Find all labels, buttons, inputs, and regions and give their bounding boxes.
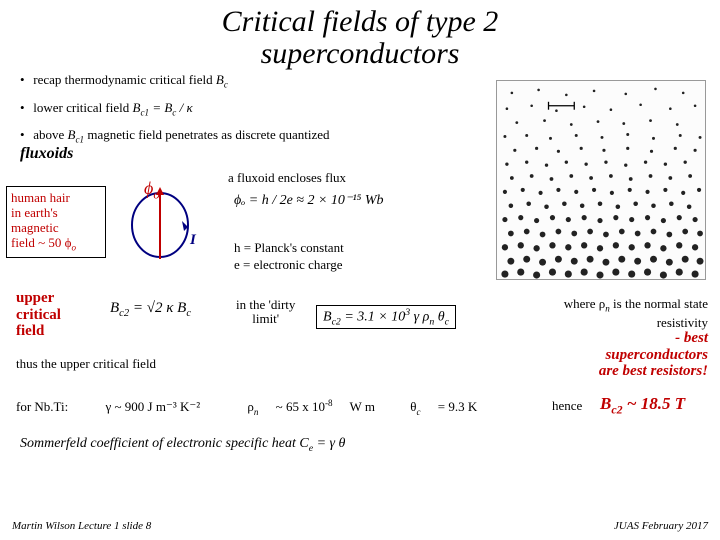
bullet3-sym: B [68,127,76,142]
bullet3-fluxoids: fluxoids [20,145,73,162]
dirty-l2: limit' [236,312,295,326]
bullet-1: • recap thermodynamic critical field Bc [20,72,360,90]
hair-phi-sub: o [71,242,76,252]
bullet3-post: magnetic field penetrates as discrete qu… [84,127,329,142]
bc2-b: B [600,394,611,413]
bc2-dirty-formula: Bc2 = 3.1 × 103 γ ρn θc [316,305,456,329]
gamma-value: γ ~ 900 J m⁻³ K⁻² [106,399,201,414]
dirty-limit-text: in the 'dirty limit' [236,298,295,327]
upper-l1: upper [16,290,61,307]
bullet1-sym: B [216,72,224,87]
hair-l4: field ~ 50 ϕo [11,236,101,253]
bullet-2: • lower critical field Bc1 = Bc / κ [20,100,360,118]
bullet2-post: / κ [176,100,192,115]
rho-value: ρn ~ 65 x 10-8 W m [247,399,375,414]
sommerfeld-text: Sommerfeld coefficient of electronic spe… [20,436,345,454]
sommerfeld-pre: Sommerfeld coefficient of electronic spe… [20,436,309,451]
dirty-l1: in the 'dirty [236,298,295,312]
bullet1-text: recap thermodynamic critical field [33,72,216,87]
title-line2: superconductors [261,37,460,70]
title-line1: Critical fields of type 2 [222,5,499,38]
bullet1-sub: c [224,80,228,90]
best-superconductors: - best superconductors are best resistor… [548,330,708,380]
slide-title: Critical fields of type 2 superconductor… [0,0,720,69]
sommerfeld-post: = γ θ [313,436,345,451]
bc2-root-formula: Bc2 = √2 κ Bc [110,300,191,319]
rho-explain: where ρn is the normal state resistivity [558,296,708,330]
bullet2-sub1: c1 [140,107,149,117]
best-l2: superconductors [548,347,708,364]
best-l1: - best [548,330,708,347]
bullet3-pre: above [33,127,67,142]
bullet2-text: lower critical field [33,100,132,115]
bc2-final-value: Bc2 ~ 18.5 T [600,394,685,417]
footer-left: Martin Wilson Lecture 1 slide 8 [12,520,151,532]
upper-l3: field [16,323,61,340]
bullet3-sub: c1 [76,135,85,145]
phi-sym: ϕ [144,178,153,198]
thus-text: thus the upper critical field [16,356,156,372]
bc2-val: ~ 18.5 T [623,394,686,413]
fluxoid-diagram [125,185,195,263]
bullet-list: • recap thermodynamic critical field Bc … [20,72,360,173]
hair-l3: magnetic [11,221,101,236]
theta-value: θc = 9.3 K [410,399,477,414]
flux-quantum-formula: ϕₒ = h / 2e ≈ 2 × 10⁻¹⁵ Wb [234,192,384,209]
hence-text: hence [552,398,582,414]
bullet2-mid: = B [149,100,172,115]
footer-right: JUAS February 2017 [614,520,708,532]
hair-l4-pre: field ~ 50 [11,235,65,250]
best-l3: are best resistors! [548,363,708,380]
current-i-label: I [190,232,196,249]
constants-text: h = Planck's constant e = electronic cha… [234,240,344,274]
hair-l2: in earth's [11,206,101,221]
bullet-3: • above Bc1 magnetic field penetrates as… [20,127,360,163]
upper-critical-label: upper critical field [16,290,61,340]
planck-line: h = Planck's constant [234,240,344,257]
bc2-sub: c2 [611,402,622,416]
charge-line: e = electronic charge [234,257,344,274]
nbti-label: for Nb.Ti: [16,399,68,414]
hair-l1: human hair [11,191,101,206]
phi-o-label: ϕo [144,178,160,203]
flux-lattice-image [496,80,706,280]
upper-l2: critical [16,307,61,324]
flux-encloses-text: a fluxoid encloses flux [228,170,346,186]
hair-info-box: human hair in earth's magnetic field ~ 5… [6,186,106,258]
phi-sub: o [153,188,159,202]
